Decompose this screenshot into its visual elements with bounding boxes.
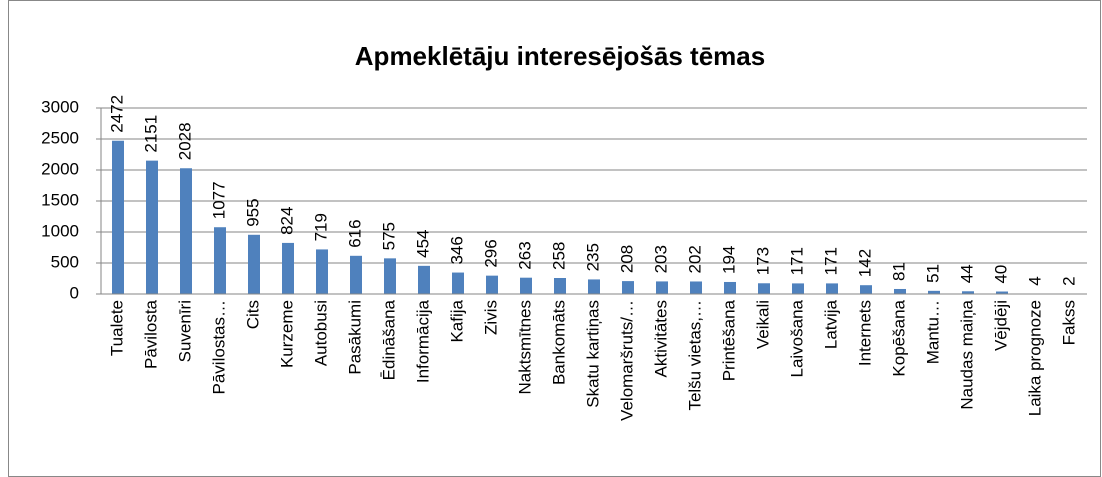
value-label: 263 (515, 241, 534, 269)
bar (860, 285, 872, 294)
x-tick-label: Informācija (413, 299, 432, 383)
value-label: 173 (753, 247, 772, 275)
value-label: 616 (345, 219, 364, 247)
y-tick-label: 2000 (41, 159, 79, 178)
value-label: 202 (685, 245, 704, 273)
bar (758, 283, 770, 294)
value-label: 40 (991, 265, 1010, 284)
value-label: 2028 (175, 122, 194, 160)
x-tick-label: Vējdēji (991, 300, 1010, 351)
value-label: 824 (277, 207, 296, 235)
bar (724, 281, 736, 294)
value-label: 575 (379, 222, 398, 250)
bar (792, 283, 804, 294)
x-tick-label: Latvija (821, 299, 840, 349)
x-tick-label: Printēšana (719, 299, 738, 381)
value-label: 203 (651, 245, 670, 273)
value-label: 194 (719, 246, 738, 274)
bar (180, 168, 192, 294)
bar (554, 278, 566, 294)
x-tick-label: Pāvilostas… (209, 300, 228, 394)
bar (996, 291, 1008, 294)
x-tick-label: Ēdināšana (379, 299, 398, 380)
bar (928, 290, 940, 294)
bar (384, 258, 396, 294)
value-label: 258 (549, 242, 568, 270)
value-label: 2472 (107, 95, 126, 133)
bar (350, 255, 362, 294)
x-tick-label: Tualete (107, 300, 126, 356)
value-label: 296 (481, 239, 500, 267)
bar (656, 281, 668, 294)
value-label: 81 (889, 262, 908, 281)
x-tick-label: Mantu… (923, 300, 942, 364)
x-tick-label: Laika prognoze (1025, 300, 1044, 416)
bar (282, 242, 294, 294)
value-label: 51 (923, 264, 942, 283)
x-tick-label: Naudas maiņa (957, 299, 976, 409)
y-tick-label: 500 (51, 252, 79, 271)
value-label: 208 (617, 245, 636, 273)
x-tick-label: Veikali (753, 300, 772, 349)
bar (520, 277, 532, 294)
x-tick-label: Kopēšana (889, 299, 908, 376)
x-tick-label: Bankomāts (549, 300, 568, 385)
bar (588, 279, 600, 294)
x-tick-label: Suvenīri (175, 300, 194, 362)
value-label: 235 (583, 243, 602, 271)
bar (622, 281, 634, 294)
bar (826, 283, 838, 294)
chart-title: Apmeklētāju interesējošās tēmas (355, 41, 765, 71)
value-label: 171 (787, 247, 806, 275)
bar (962, 291, 974, 294)
value-label: 454 (413, 229, 432, 257)
value-label: 2 (1059, 276, 1078, 285)
value-label: 955 (243, 198, 262, 226)
bar (248, 234, 260, 294)
x-tick-label: Kurzeme (277, 300, 296, 368)
x-tick-label: Kafija (447, 299, 466, 342)
value-label: 4 (1025, 276, 1044, 285)
x-tick-label: Telšu vietas,… (685, 300, 704, 411)
x-tick-label: Naktsmītnes (515, 300, 534, 394)
value-label: 1077 (209, 181, 228, 219)
x-tick-label: Pasākumi (345, 300, 364, 375)
value-label: 142 (855, 249, 874, 277)
bar (894, 288, 906, 294)
y-tick-label: 3000 (41, 97, 79, 116)
bar (316, 249, 328, 294)
y-tick-label: 2500 (41, 128, 79, 147)
y-tick-label: 1500 (41, 190, 79, 209)
bar (486, 275, 498, 294)
x-tick-label: Fakss (1059, 300, 1078, 345)
bar (418, 265, 430, 294)
bar (690, 281, 702, 294)
x-tick-label: Velomaršruts/… (617, 300, 636, 421)
bar (214, 227, 226, 294)
x-tick-label: Aktivitātes (651, 300, 670, 377)
value-label: 346 (447, 236, 466, 264)
y-tick-label: 1000 (41, 221, 79, 240)
bar (146, 160, 158, 294)
bar (452, 272, 464, 294)
chart-frame (8, 0, 1101, 477)
bar (112, 140, 124, 294)
x-tick-label: Cits (243, 300, 262, 329)
value-label: 44 (957, 264, 976, 283)
x-tick-label: Skatu kartiņas (583, 300, 602, 408)
x-tick-label: Autobusi (311, 300, 330, 366)
value-label: 171 (821, 247, 840, 275)
x-tick-label: Laivošana (787, 299, 806, 377)
value-label: 719 (311, 213, 330, 241)
value-label: 2151 (141, 115, 160, 153)
x-tick-label: Zivis (481, 300, 500, 335)
x-tick-label: Pāvilosta (141, 299, 160, 369)
x-tick-label: Internets (855, 300, 874, 366)
y-tick-label: 0 (70, 283, 79, 302)
